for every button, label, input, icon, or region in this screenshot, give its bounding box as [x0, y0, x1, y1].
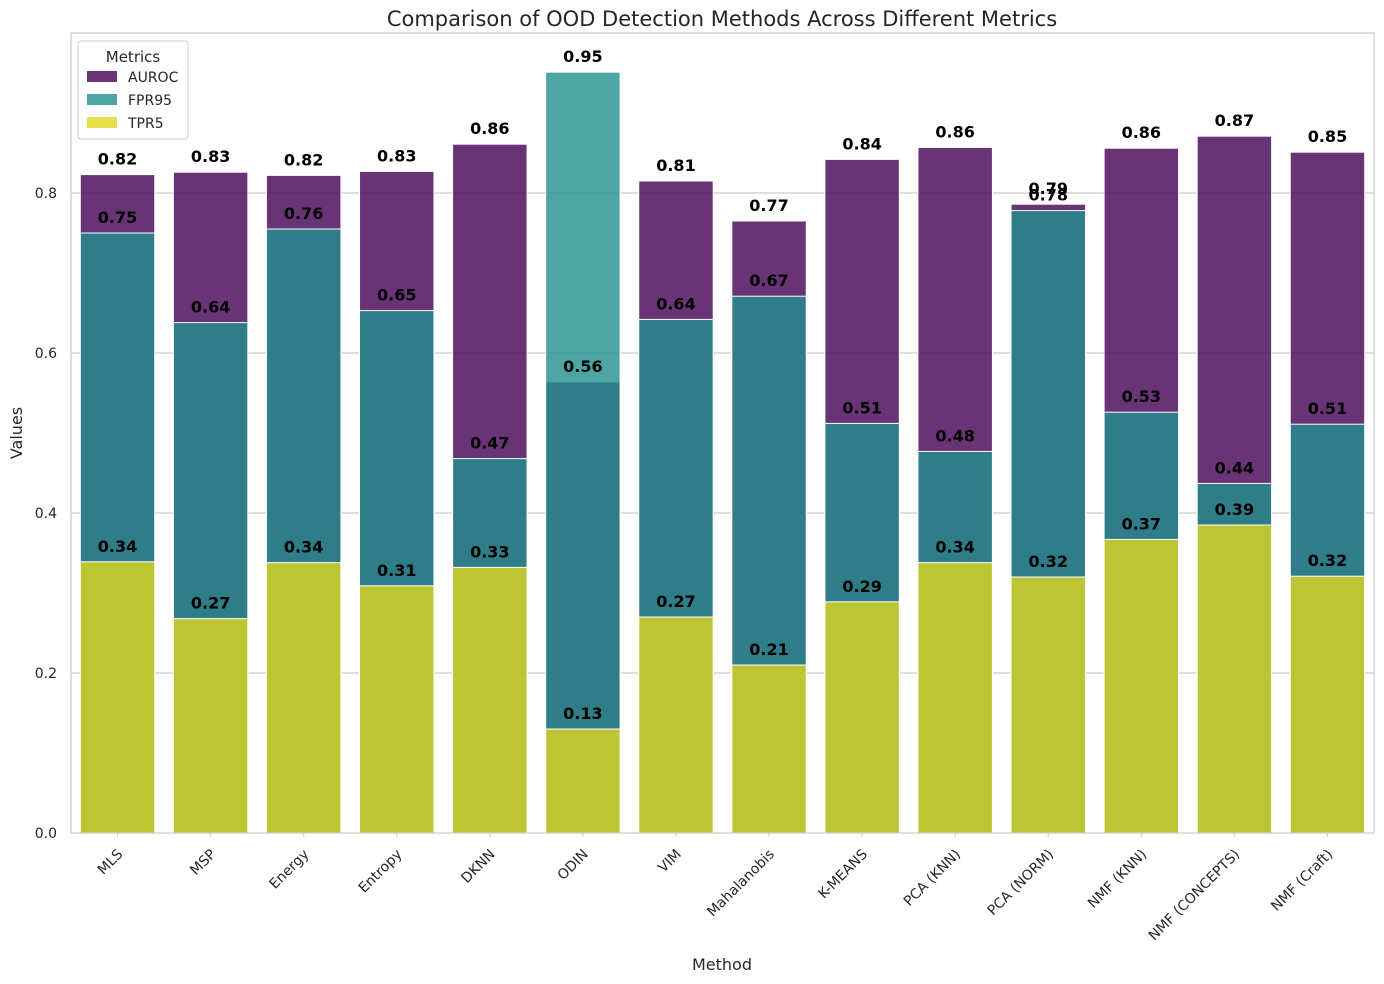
value-label-fpr95-8: 0.67: [749, 271, 788, 290]
value-label-fpr95-14: 0.51: [1308, 399, 1347, 418]
legend-label-tpr5: TPR5: [127, 116, 164, 132]
x-tick-label: PCA (NORM): [985, 847, 1057, 919]
bar-tpr5-1: [79, 561, 156, 834]
value-label-auroc-3: 0.82: [284, 150, 323, 169]
value-label-tpr5-13: 0.39: [1215, 500, 1254, 519]
x-tick-label: ODIN: [555, 847, 592, 884]
value-label-fpr95-13: 0.44: [1215, 458, 1254, 477]
bar-tpr5-7: [638, 616, 714, 834]
bar-tpr5-14: [1289, 575, 1366, 834]
y-tick-label: 0.6: [35, 346, 57, 362]
value-labels-group: 0.82 0.83 0.82 0.83 0.86 0.56 0.81 0.77 0.84 0.86…: [98, 47, 1347, 723]
x-tick-label: MSP: [187, 847, 219, 879]
value-label-fpr95-3: 0.76: [284, 204, 323, 223]
value-label-fpr95-7: 0.64: [656, 294, 695, 313]
bar-tpr5-11: [1010, 576, 1086, 834]
value-label-tpr5-10: 0.34: [935, 538, 974, 557]
x-tick-label: Mahalanobis: [704, 847, 778, 921]
value-label-tpr5-6: 0.13: [563, 704, 602, 723]
y-tick-labels: 0.0 0.2 0.4 0.6 0.8: [35, 186, 57, 842]
legend-items: AUROC FPR95 TPR5: [87, 70, 179, 132]
value-label-auroc-14: 0.85: [1308, 127, 1347, 146]
bar-tpr5-6: [545, 728, 621, 834]
value-label-tpr5-7: 0.27: [656, 592, 695, 611]
value-label-auroc-6: 0.56: [563, 357, 602, 376]
legend-label-fpr95: FPR95: [128, 93, 172, 109]
legend-swatch-tpr5: [87, 117, 117, 128]
value-label-auroc-2: 0.83: [191, 147, 230, 166]
bar-tpr5-2: [172, 618, 249, 834]
value-label-tpr5-3: 0.34: [284, 538, 323, 557]
bars-group: [79, 71, 1366, 834]
value-label-tpr5-9: 0.29: [842, 577, 881, 596]
x-tick-label: K-MEANS: [815, 846, 871, 902]
value-label-fpr95-5: 0.47: [470, 434, 509, 453]
bar-tpr5-4: [359, 585, 435, 834]
value-label-tpr5-14: 0.32: [1308, 551, 1347, 570]
x-tick-label: NMF (KNN): [1085, 847, 1150, 912]
value-label-fpr95-12: 0.53: [1122, 387, 1161, 406]
value-label-auroc-13: 0.87: [1215, 111, 1254, 130]
x-tick-label: DKNN: [458, 847, 498, 887]
x-tick-label: MLS: [95, 846, 127, 878]
value-label-fpr95-11: 0.78: [1029, 186, 1068, 205]
value-label-auroc-4: 0.83: [377, 146, 416, 165]
value-label-auroc-7: 0.81: [656, 156, 695, 175]
bar-tpr5-13: [1196, 524, 1273, 834]
value-label-fpr95-4: 0.65: [377, 286, 416, 305]
legend: Metrics AUROC FPR95 TPR5: [77, 40, 189, 140]
chart-title: Comparison of OOD Detection Methods Acro…: [387, 7, 1057, 31]
value-label-fpr95-10: 0.48: [935, 426, 974, 445]
value-label-fpr95-2: 0.64: [191, 298, 230, 317]
x-tick-label: NMF (Craft): [1268, 847, 1336, 915]
value-label-auroc-8: 0.77: [749, 196, 788, 215]
legend-title: Metrics: [106, 48, 161, 66]
bar-fpr95-6: [545, 71, 621, 834]
bar-tpr5-12: [1103, 538, 1180, 834]
value-label-auroc-5: 0.86: [470, 119, 509, 138]
x-tick-labels: MLS MSP Energy Entropy DKNN ODIN VIM Mahalanobi…: [95, 833, 1336, 944]
value-label-tpr5-8: 0.21: [749, 640, 788, 659]
value-label-tpr5-11: 0.32: [1029, 552, 1068, 571]
x-tick-label: PCA (KNN): [901, 847, 964, 910]
y-axis-label: Values: [7, 407, 26, 459]
value-label-auroc-10: 0.86: [935, 122, 974, 141]
x-axis-label: Method: [692, 955, 752, 974]
y-tick-label: 0.4: [35, 506, 57, 522]
legend-box: [77, 40, 189, 140]
value-label-tpr5-2: 0.27: [191, 594, 230, 613]
bar-tpr5-5: [452, 566, 528, 834]
y-tick-label: 0.2: [35, 666, 57, 682]
bar-tpr5-9: [824, 601, 900, 834]
plot-frame: [70, 32, 1375, 834]
x-tick-label: Entropy: [356, 847, 406, 897]
value-label-auroc-12: 0.86: [1122, 123, 1161, 142]
legend-swatch-fpr95: [87, 94, 117, 105]
value-label-auroc-1: 0.82: [98, 150, 137, 169]
value-label-fpr95-1: 0.75: [98, 208, 137, 227]
legend-label-auroc: AUROC: [128, 70, 179, 86]
value-label-fpr95-6: 0.95: [563, 47, 602, 66]
value-label-fpr95-9: 0.51: [842, 398, 881, 417]
value-label-auroc-11: 0.79: [1029, 179, 1068, 198]
legend-swatch-auroc: [87, 71, 117, 82]
x-tick-label: VIM: [655, 847, 685, 877]
y-tick-label: 0.8: [35, 186, 57, 202]
bar-tpr5-8: [731, 664, 807, 834]
value-label-tpr5-4: 0.31: [377, 561, 416, 580]
value-label-tpr5-12: 0.37: [1122, 514, 1161, 533]
value-label-tpr5-5: 0.33: [470, 542, 509, 561]
x-tick-label: NMF (CONCEPTS): [1146, 847, 1243, 944]
x-tick-label: Energy: [267, 847, 313, 893]
bar-tpr5-3: [265, 562, 342, 834]
value-label-tpr5-1: 0.34: [98, 537, 137, 556]
y-tick-label: 0.0: [35, 826, 57, 842]
bar-tpr5-10: [917, 562, 993, 834]
value-label-auroc-9: 0.84: [842, 134, 881, 153]
